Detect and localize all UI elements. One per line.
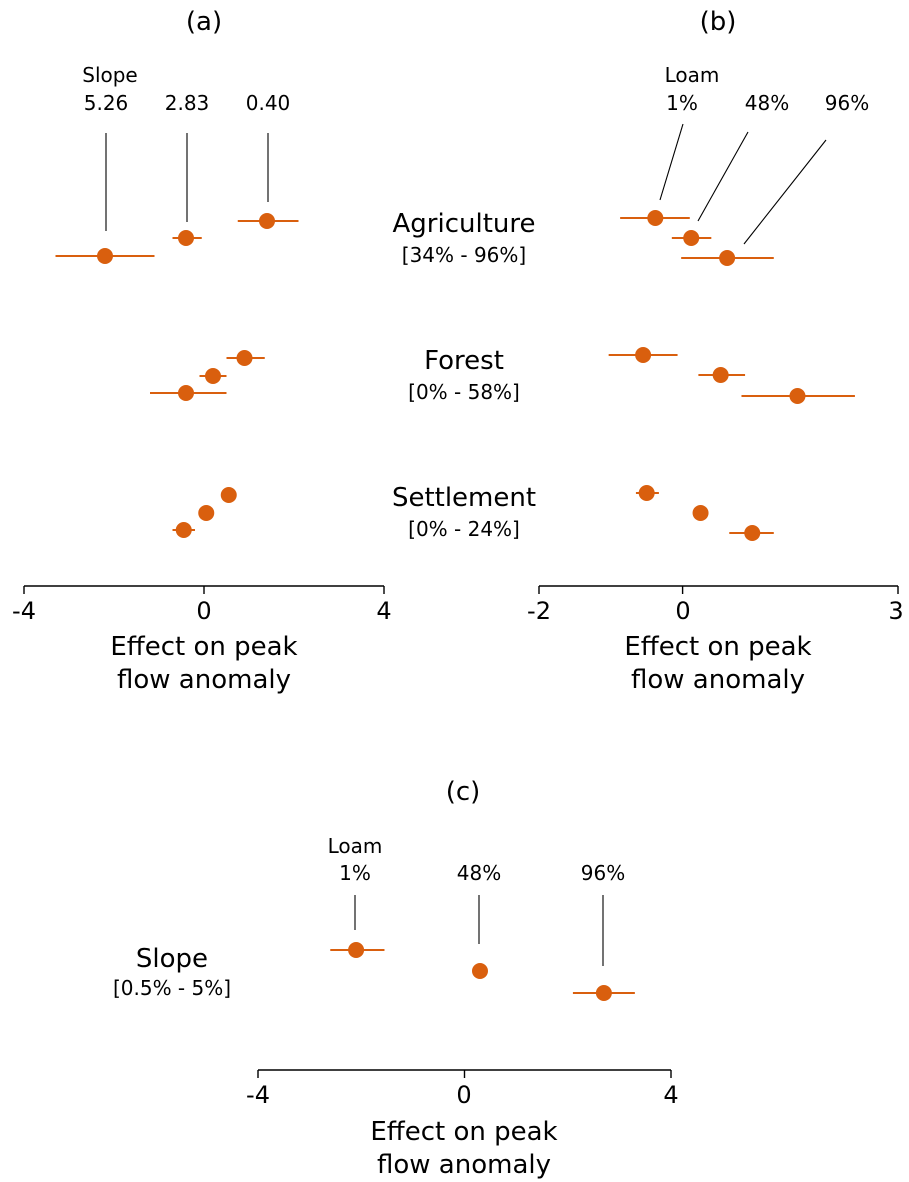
panel-a-level-1: 5.26 bbox=[84, 91, 129, 115]
panel-b-level-3: 96% bbox=[825, 91, 869, 115]
panel-b-level-2: 48% bbox=[745, 91, 789, 115]
panel-b-level-1: 1% bbox=[666, 91, 698, 115]
panel-c-level-3: 96% bbox=[581, 861, 625, 885]
data-point bbox=[789, 388, 806, 404]
data-point bbox=[744, 525, 761, 541]
data-point bbox=[692, 505, 709, 521]
data-point bbox=[205, 368, 221, 384]
panel-a-tick-label: 4 bbox=[376, 597, 391, 625]
data-point bbox=[259, 213, 275, 229]
data-point bbox=[178, 230, 194, 246]
panel-b-xlabel-line-1: Effect on peak bbox=[624, 632, 811, 662]
data-marks bbox=[23, 210, 899, 1078]
panel-b-title: (b) bbox=[700, 7, 737, 37]
panel-c-level-2: 48% bbox=[457, 861, 501, 885]
panel-c-x-axis: -4 0 4 Effect on peak flow anomaly bbox=[246, 1069, 679, 1180]
panel-c-tick-label: 0 bbox=[456, 1081, 471, 1109]
category-label-slope: Slope bbox=[136, 944, 208, 974]
panel-a-title: (a) bbox=[186, 7, 222, 37]
data-point bbox=[719, 250, 736, 266]
panel-a-xlabel-line-2: flow anomaly bbox=[117, 665, 291, 695]
category-range-settlement: [0% - 24%] bbox=[408, 517, 520, 541]
data-point bbox=[220, 487, 237, 503]
data-point bbox=[471, 963, 488, 979]
panel-c-tick-label: 4 bbox=[663, 1081, 678, 1109]
category-label-agriculture: Agriculture bbox=[393, 209, 536, 239]
panel-c-legend-title: Loam bbox=[328, 834, 383, 858]
data-point bbox=[638, 485, 655, 501]
data-point bbox=[635, 347, 652, 363]
panel-a-xlabel-line-1: Effect on peak bbox=[110, 632, 297, 662]
panel-b-xlabel-line-2: flow anomaly bbox=[631, 665, 805, 695]
data-point bbox=[198, 505, 215, 521]
panel-b-legend-title: Loam bbox=[665, 63, 720, 87]
category-range-slope: [0.5% - 5%] bbox=[113, 976, 231, 1000]
panel-c-level-1: 1% bbox=[339, 861, 371, 885]
data-point bbox=[647, 210, 664, 226]
data-point bbox=[236, 350, 253, 366]
panel-a-x-axis: -4 0 4 Effect on peak flow anomaly bbox=[12, 585, 392, 695]
panel-b-leader-3 bbox=[743, 139, 827, 245]
data-point bbox=[175, 522, 192, 538]
data-point bbox=[595, 985, 612, 1001]
panel-a-tick-label: -4 bbox=[12, 597, 36, 625]
panel-c-tick-label: -4 bbox=[246, 1081, 270, 1109]
panel-a-legend-title: Slope bbox=[82, 63, 138, 87]
panel-b-leader-2 bbox=[697, 131, 749, 222]
panel-c-title: (c) bbox=[446, 777, 481, 807]
panel-c-xlabel-line-2: flow anomaly bbox=[377, 1150, 551, 1180]
panel-a-level-3: 0.40 bbox=[246, 91, 291, 115]
data-point bbox=[712, 367, 729, 383]
data-point bbox=[178, 385, 194, 401]
category-label-forest: Forest bbox=[424, 346, 504, 376]
panel-b-tick-label: 3 bbox=[888, 597, 903, 625]
panel-c-xlabel-line-1: Effect on peak bbox=[370, 1117, 557, 1147]
data-point bbox=[348, 942, 365, 958]
panel-a-tick-label: 0 bbox=[196, 597, 211, 625]
panel-b-x-axis: -2 0 3 Effect on peak flow anomaly bbox=[527, 585, 904, 695]
data-point bbox=[683, 230, 700, 246]
panel-a-level-2: 2.83 bbox=[165, 91, 210, 115]
category-range-agriculture: [34% - 96%] bbox=[402, 243, 526, 267]
category-range-forest: [0% - 58%] bbox=[408, 380, 520, 404]
panel-b-tick-label: 0 bbox=[675, 597, 690, 625]
panel-b-tick-label: -2 bbox=[527, 597, 551, 625]
panel-b-leader-1 bbox=[659, 123, 684, 201]
data-point bbox=[97, 248, 113, 264]
category-label-settlement: Settlement bbox=[392, 483, 536, 513]
